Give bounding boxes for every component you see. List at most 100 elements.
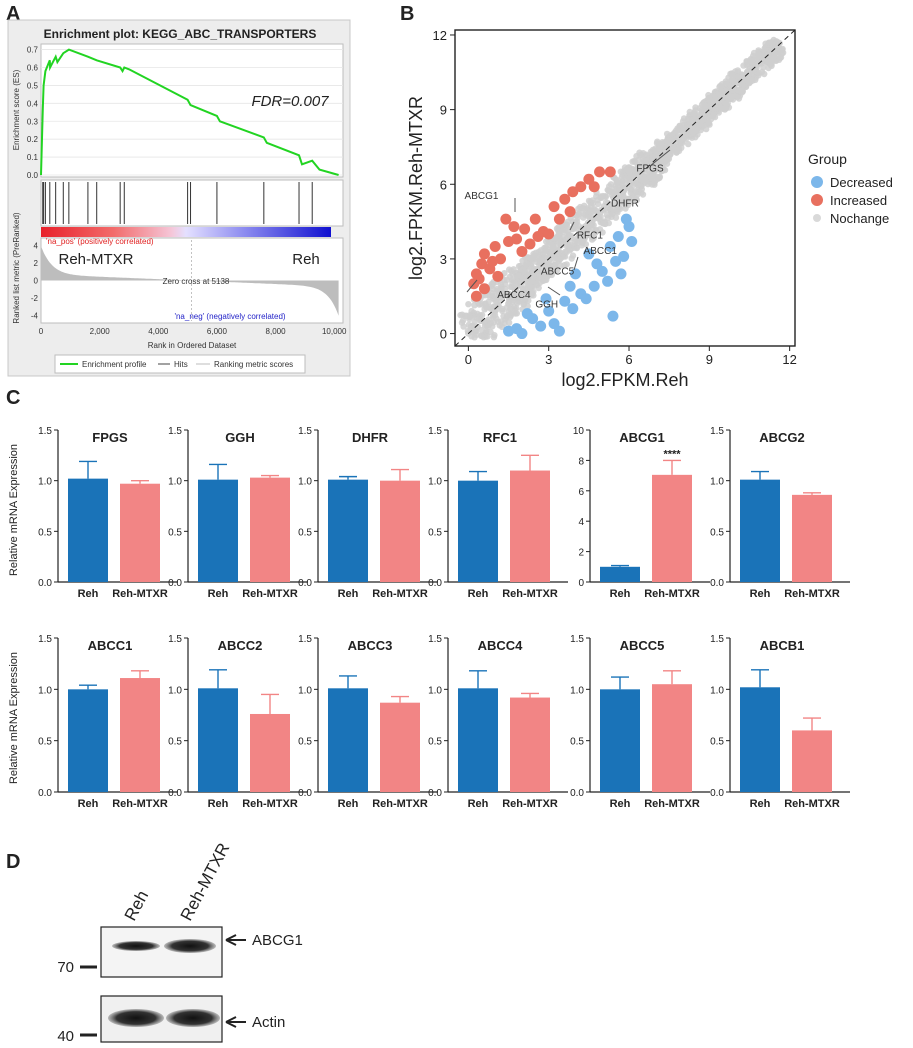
nochange-point xyxy=(769,54,776,62)
nochange-point xyxy=(522,274,529,282)
decreased-point xyxy=(626,235,638,247)
band-abcg1-reh xyxy=(112,941,160,951)
scatter-x-label: log2.FPKM.Reh xyxy=(561,370,688,390)
nochange-point xyxy=(710,113,717,120)
nochange-point xyxy=(564,233,571,240)
nochange-point xyxy=(610,200,618,207)
legend-title: Group xyxy=(808,151,847,167)
hit-lines xyxy=(42,182,313,224)
gene-title: GGH xyxy=(225,430,255,445)
bar-chart-fpgs: 0.0 0.5 1.0 1.5 FPGS Reh Reh-MTXR xyxy=(38,426,178,600)
gene-title: ABCG1 xyxy=(619,430,665,445)
gsea-x-label: Rank in Ordered Dataset xyxy=(148,341,237,350)
nochange-point xyxy=(563,242,570,249)
decreased-point xyxy=(580,293,592,305)
nochange-point xyxy=(466,313,474,321)
band-abcg1-reh-mtxr xyxy=(164,939,216,953)
nochange-point xyxy=(556,230,563,238)
nochange-point xyxy=(617,205,624,212)
y-tick-label: 1.0 xyxy=(570,685,584,696)
nochange-point xyxy=(575,205,582,213)
gene-label-fpgs: FPGS xyxy=(636,163,664,174)
nochange-point xyxy=(557,241,565,248)
es-curve xyxy=(40,48,339,176)
nochange-point xyxy=(481,300,488,308)
category-label: Reh xyxy=(468,588,489,600)
nochange-point xyxy=(599,192,606,200)
increased-point xyxy=(492,270,504,282)
nochange-point xyxy=(484,323,491,331)
nochange-points xyxy=(457,36,787,341)
increased-point xyxy=(473,273,485,285)
legend-hits-label: Hits xyxy=(174,360,188,369)
nochange-point xyxy=(627,185,634,192)
nochange-point xyxy=(634,181,641,189)
y-tick-label: 1.5 xyxy=(298,426,312,437)
category-label: Reh xyxy=(468,798,489,810)
y-tick-label: 0.5 xyxy=(168,527,182,538)
decreased-point xyxy=(564,280,576,292)
gsea-title: Enrichment plot: KEGG_ABC_TRANSPORTERS xyxy=(44,27,317,41)
y-tick-label: 0.5 xyxy=(428,737,442,748)
bar-chart-abcc3: 0.0 0.5 1.0 1.5 ABCC3 Reh Reh-MTXR xyxy=(298,634,438,810)
increased-point xyxy=(548,201,560,213)
bar-reh-mtxr xyxy=(652,474,692,582)
nochange-point xyxy=(491,332,498,339)
nochange-point xyxy=(618,195,625,202)
nochange-point xyxy=(612,206,619,213)
gene-label-rfc1: RFC1 xyxy=(577,231,604,242)
panel-label-d: D xyxy=(6,851,20,873)
y-tick-label: 1.0 xyxy=(428,477,442,488)
increased-point xyxy=(486,255,498,267)
nochange-point xyxy=(698,117,706,124)
marker-70-label: 70 xyxy=(57,959,74,976)
nochange-point xyxy=(634,162,641,169)
nochange-point xyxy=(622,205,629,212)
bar-reh-mtxr xyxy=(510,697,550,792)
category-label: Reh xyxy=(78,798,99,810)
nochange-point xyxy=(743,58,750,65)
nochange-point xyxy=(511,291,519,298)
increased-point xyxy=(594,166,606,178)
gene-title: ABCB1 xyxy=(760,638,805,653)
nochange-point xyxy=(477,317,484,324)
nochange-point xyxy=(506,266,513,273)
category-label: Reh xyxy=(208,798,229,810)
annotation-arrow xyxy=(547,286,561,296)
nochange-point xyxy=(557,262,564,269)
nochange-point xyxy=(478,326,485,334)
es-tick-label: 0.2 xyxy=(27,135,39,144)
nochange-point xyxy=(595,214,603,222)
legend-decreased-swatch xyxy=(811,176,823,188)
legend-enrichment-label: Enrichment profile xyxy=(82,360,147,369)
increased-point xyxy=(575,181,587,193)
bar-chart-abcc2: 0.0 0.5 1.0 1.5 ABCC2 Reh Reh-MTXR xyxy=(168,634,308,810)
gene-label-abcg1: ABCG1 xyxy=(465,191,499,202)
decreased-point xyxy=(569,268,581,280)
nochange-point xyxy=(666,137,673,144)
y-tick-label: 1.0 xyxy=(298,477,312,488)
legend-nochange-label: Nochange xyxy=(830,211,889,226)
bar-chart-abcg1: 0 2 4 6 8 10 ABCG1 Reh Reh-MTXR **** xyxy=(573,426,710,600)
y-tick-label: 3 xyxy=(440,252,447,267)
decreased-point xyxy=(591,258,603,270)
nochange-point xyxy=(691,110,698,118)
nochange-point xyxy=(652,166,659,173)
es-tick-label: 0.7 xyxy=(27,46,39,55)
decreased-point xyxy=(540,293,552,305)
y-tick-label: 1.5 xyxy=(168,426,182,437)
metric-tick-label: 2 xyxy=(34,259,39,268)
gene-label-abcc5: ABCC5 xyxy=(541,266,575,277)
increased-point xyxy=(511,233,523,245)
nochange-point xyxy=(580,214,587,221)
hits-area xyxy=(40,179,344,227)
bar-reh-mtxr xyxy=(120,483,160,582)
nochange-point xyxy=(506,314,514,321)
category-label: Reh xyxy=(78,588,99,600)
nochange-point xyxy=(468,333,475,340)
nochange-point xyxy=(667,150,674,158)
y-tick-label: 2 xyxy=(578,548,584,559)
y-tick-label: 12 xyxy=(433,28,447,43)
